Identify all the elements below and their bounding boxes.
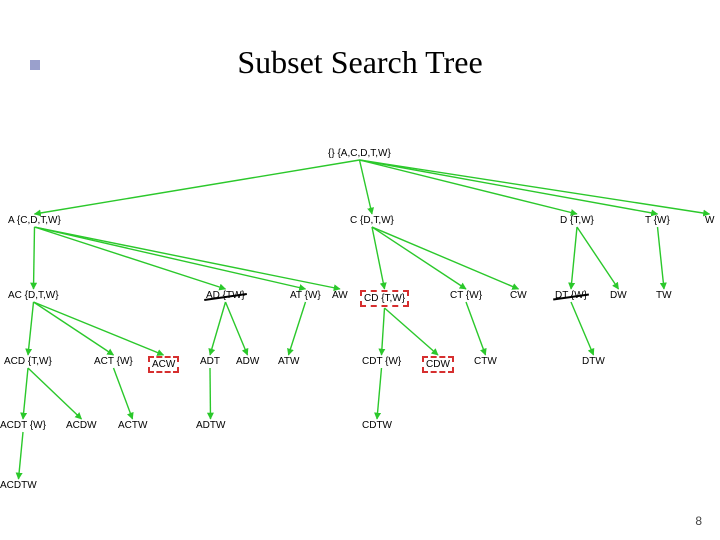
node-adtw: ADTW (196, 420, 225, 431)
node-acdtw: ACDTW (0, 480, 37, 491)
node-adt: ADT (200, 356, 220, 367)
node-ac: AC {D,T,W} (8, 290, 59, 301)
node-ad: AD {TW} (206, 290, 245, 301)
slide-number: 8 (695, 514, 702, 528)
node-actw: ACTW (118, 420, 147, 431)
node-cdt: CDT {W} (362, 356, 401, 367)
node-ct: CT {W} (450, 290, 482, 301)
node-a: A {C,D,T,W} (8, 215, 61, 226)
node-c: C {D,T,W} (350, 215, 394, 226)
node-d: D {T,W} (560, 215, 594, 226)
node-at: AT {W} (290, 290, 321, 301)
node-acd: ACD {T,W} (4, 356, 52, 367)
node-dw: DW (610, 290, 627, 301)
title-bullet (30, 60, 40, 70)
node-ctw: CTW (474, 356, 497, 367)
tree-edges (0, 0, 720, 540)
node-cw: CW (510, 290, 527, 301)
node-cdtw: CDTW (362, 420, 392, 431)
node-cd: CD {T,W} (360, 290, 409, 307)
node-dtw: DTW (582, 356, 605, 367)
node-root: {} {A,C,D,T,W} (328, 148, 391, 159)
node-tw: TW (656, 290, 672, 301)
node-acdw: ACDW (66, 420, 97, 431)
node-atw: ATW (278, 356, 299, 367)
node-acw: ACW (148, 356, 179, 373)
node-adw: ADW (236, 356, 259, 367)
node-dt: DT {W} (555, 290, 587, 301)
node-t: T {W} (645, 215, 670, 226)
node-acdt: ACDT {W} (0, 420, 46, 431)
page-title: Subset Search Tree (237, 44, 482, 81)
node-aw: AW (332, 290, 348, 301)
node-act: ACT {W} (94, 356, 133, 367)
node-cdw: CDW (422, 356, 454, 373)
node-w: W (705, 215, 714, 226)
